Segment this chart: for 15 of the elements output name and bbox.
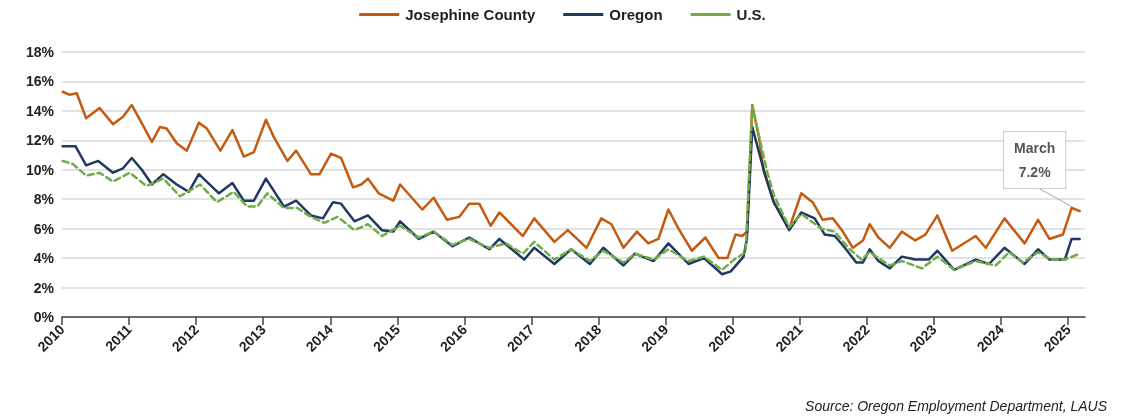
y-tick-label: 16% bbox=[25, 73, 55, 90]
y-tick-label: 4% bbox=[33, 250, 55, 267]
y-tick-label: 2% bbox=[33, 279, 55, 296]
y-tick-label: 0% bbox=[33, 309, 55, 325]
annotation: March 7.2% bbox=[1014, 140, 1056, 180]
y-tick-label: 10% bbox=[25, 161, 55, 178]
legend-label: Oregon bbox=[609, 6, 663, 23]
y-tick-label: 8% bbox=[33, 191, 55, 208]
y-tick-label: 6% bbox=[33, 220, 55, 237]
y-tick-label: 18% bbox=[25, 44, 55, 60]
y-tick-label: 12% bbox=[25, 132, 55, 149]
legend-label: Josephine County bbox=[405, 6, 536, 23]
y-tick-label: 14% bbox=[25, 102, 55, 119]
source-note: Source: Oregon Employment Department, LAUS bbox=[805, 398, 1108, 414]
legend-label: U.S. bbox=[736, 6, 766, 23]
